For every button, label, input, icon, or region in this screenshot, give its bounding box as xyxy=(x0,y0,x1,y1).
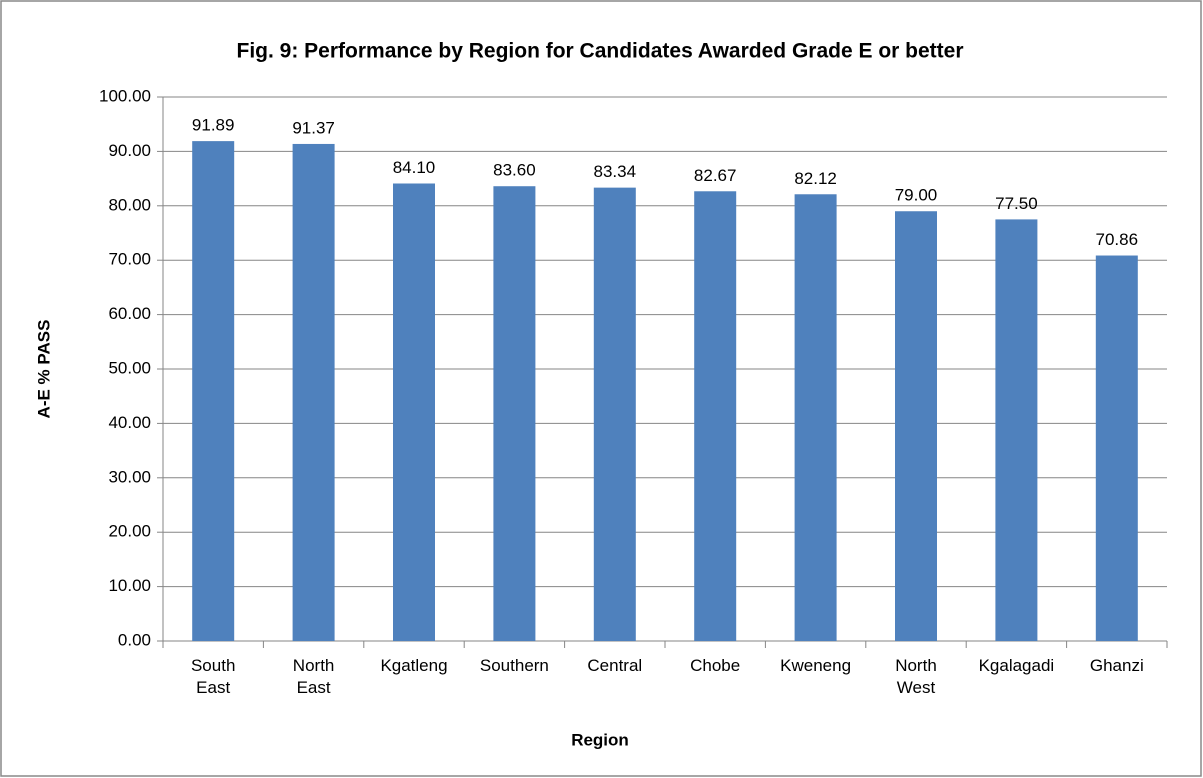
data-label: 83.60 xyxy=(493,161,536,180)
bar xyxy=(593,187,636,641)
bar xyxy=(794,194,837,641)
bar xyxy=(694,191,737,641)
y-tick-label: 100.00 xyxy=(99,86,151,105)
bar xyxy=(493,186,536,641)
y-axis-label: A-E % PASS xyxy=(34,320,53,419)
y-tick-label: 80.00 xyxy=(108,195,151,214)
x-tick-label: Central xyxy=(587,656,643,675)
x-tick-label: Ghanzi xyxy=(1089,656,1144,675)
bar xyxy=(995,219,1038,641)
x-axis-label: Region xyxy=(571,730,629,749)
x-tick-label: Chobe xyxy=(690,656,741,675)
x-tick-label: North East xyxy=(292,656,335,697)
data-label: 79.00 xyxy=(895,186,938,205)
x-tick-label: Southern xyxy=(479,656,549,675)
bar xyxy=(393,183,435,641)
bar xyxy=(895,211,937,642)
x-tick-label: South East xyxy=(190,656,236,697)
y-tick-label: 90.00 xyxy=(108,141,151,160)
y-tick-label: 50.00 xyxy=(108,358,151,377)
y-tick-label: 40.00 xyxy=(108,413,151,432)
bar xyxy=(292,143,335,641)
bar xyxy=(192,141,235,641)
y-tick-label: 0.00 xyxy=(118,630,151,649)
x-tick-label: Kgalagadi xyxy=(978,656,1055,675)
y-tick-label: 10.00 xyxy=(108,576,151,595)
x-tick-label: North West xyxy=(895,656,937,697)
y-tick-label: 70.00 xyxy=(108,250,151,269)
data-label: 82.12 xyxy=(794,169,837,188)
data-label: 91.89 xyxy=(192,116,235,135)
x-tick-label: Kweneng xyxy=(780,656,852,675)
chart-title: Fig. 9: Performance by Region for Candid… xyxy=(237,40,964,63)
data-label: 84.10 xyxy=(393,158,436,177)
data-label: 70.86 xyxy=(1096,230,1139,249)
x-tick-label: Kgatleng xyxy=(380,656,448,675)
y-tick-label: 20.00 xyxy=(108,522,151,541)
data-label: 83.34 xyxy=(594,162,637,181)
y-tick-label: 60.00 xyxy=(108,304,151,323)
y-tick-label: 30.00 xyxy=(108,467,151,486)
data-label: 77.50 xyxy=(995,194,1038,213)
data-label: 82.67 xyxy=(694,166,737,185)
bar xyxy=(1095,255,1138,641)
data-label: 91.37 xyxy=(292,118,335,137)
